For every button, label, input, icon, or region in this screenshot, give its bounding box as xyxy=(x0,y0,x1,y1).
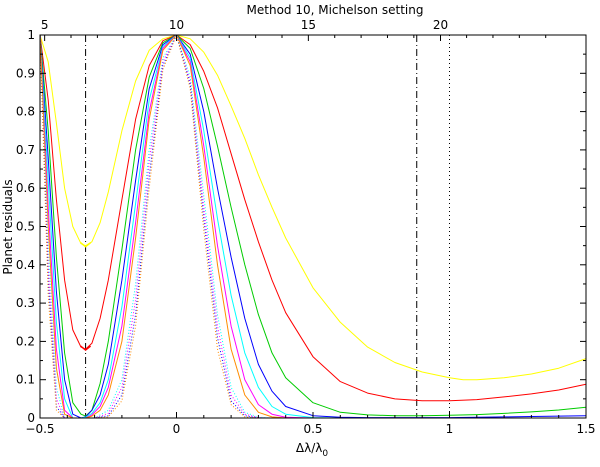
reference-lines xyxy=(85,35,450,418)
minimum-markers xyxy=(80,242,92,352)
x-axis-title-main: Δλ/λ xyxy=(296,441,322,455)
x-tick-label: 0 xyxy=(173,422,181,436)
y-tick-label: 0.6 xyxy=(16,181,35,195)
y-tick-label: 1 xyxy=(27,28,35,42)
y-tick-label: 0.3 xyxy=(16,296,35,310)
series-group xyxy=(39,34,587,419)
series-line-2 xyxy=(39,34,587,402)
series-line-4 xyxy=(39,34,587,419)
y-tick-label: 0.2 xyxy=(16,334,35,348)
series-line-6 xyxy=(39,34,586,419)
series-line-9 xyxy=(39,34,586,419)
series-line-8 xyxy=(39,34,586,419)
y-tick-label: 0.9 xyxy=(16,66,35,80)
x-axis-title-subscript: 0 xyxy=(322,449,328,459)
top-tick-label: 10 xyxy=(169,18,184,32)
y-tick-label: 0.5 xyxy=(16,220,35,234)
x-tick-label: −0.5 xyxy=(25,422,54,436)
x-axis-title: Δλ/λ0 xyxy=(296,441,328,459)
chart-title: Method 10, Michelson setting xyxy=(247,3,424,17)
axis-ticks: −0.5 0 0.5 1 1.500.10.20.30.40.50.60.70.80.9… xyxy=(16,18,596,436)
x-tick-label: 1.5 xyxy=(576,422,595,436)
y-tick-label: 0 xyxy=(27,411,35,425)
y-axis-title: Planet residuals xyxy=(1,179,15,274)
series-line-3 xyxy=(39,34,587,417)
top-tick-label: 5 xyxy=(41,18,49,32)
y-tick-label: 0.7 xyxy=(16,143,35,157)
minimum-marker-2 xyxy=(80,345,92,352)
series-line-5 xyxy=(39,34,586,419)
y-tick-label: 0.1 xyxy=(16,373,35,387)
series-line-7 xyxy=(39,34,586,419)
series-line-10 xyxy=(39,34,586,419)
y-tick-label: 0.8 xyxy=(16,105,35,119)
minimum-marker-1 xyxy=(80,242,92,248)
x-tick-label: 1 xyxy=(446,422,454,436)
top-tick-label: 15 xyxy=(301,18,316,32)
top-tick-label: 20 xyxy=(433,18,448,32)
x-tick-label: 0.5 xyxy=(303,422,322,436)
plot-frame xyxy=(39,34,587,419)
series-line-11 xyxy=(39,34,586,419)
y-tick-label: 0.4 xyxy=(16,258,35,272)
